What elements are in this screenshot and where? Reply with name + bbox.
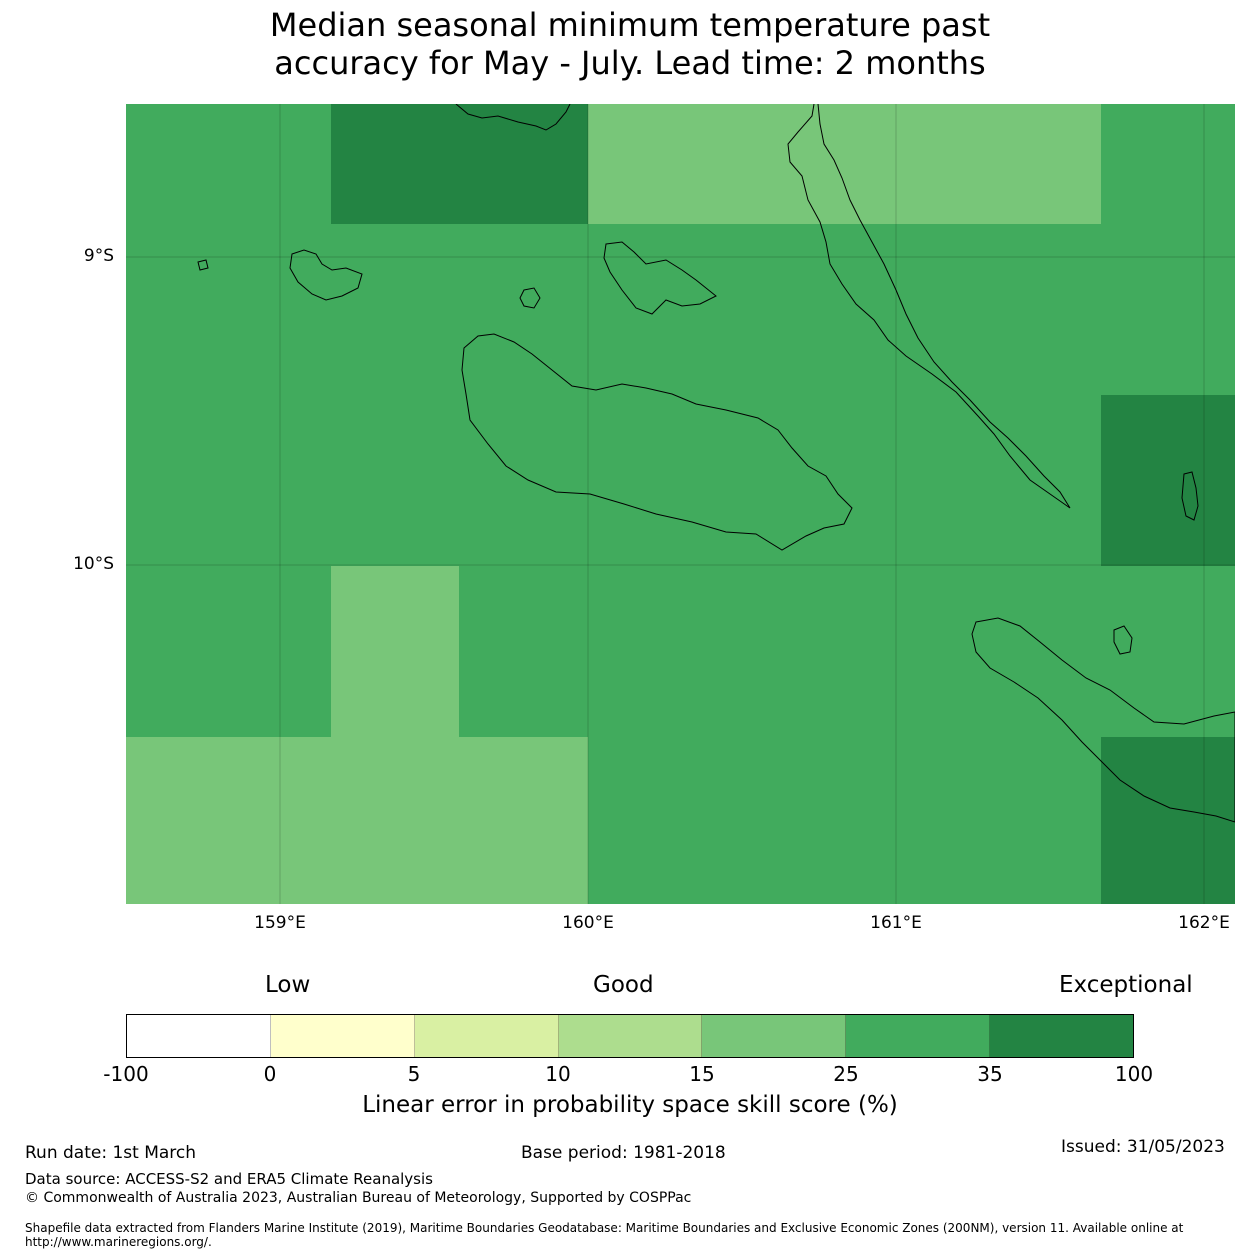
tick-15: 15 [689, 1062, 715, 1086]
title-line-1: Median seasonal minimum temperature past [269, 6, 991, 44]
skill-cell [459, 566, 589, 738]
map-title: Median seasonal minimum temperature past… [0, 6, 1260, 82]
skill-cell [844, 104, 1102, 225]
coast-small-islet-west [197, 259, 209, 271]
legend-category-exceptional: Exceptional [1059, 972, 1193, 998]
colorbar-segment [270, 1015, 415, 1057]
skill-cell [1101, 737, 1235, 904]
skill-grid [126, 104, 1235, 904]
skill-cell [126, 566, 332, 738]
skill-cell [331, 566, 460, 738]
lat-label-9s: 9°S [83, 246, 114, 266]
base-period: Base period: 1981-2018 [521, 1143, 726, 1163]
coast-islet-east [1181, 471, 1199, 521]
skill-cell [844, 566, 1102, 738]
tick-5: 5 [407, 1062, 421, 1086]
issued-date: Issued: 31/05/2023 [1061, 1137, 1225, 1157]
lon-label-159e: 159°E [254, 913, 306, 933]
tick-10: 10 [545, 1062, 571, 1086]
lat-label-10s: 10°S [73, 554, 114, 574]
tick-100: 100 [1114, 1062, 1154, 1086]
skill-cell [331, 737, 460, 904]
skill-cell [844, 395, 1102, 567]
skill-cell [1101, 224, 1235, 396]
skill-cell [588, 395, 845, 567]
legend-category-low: Low [265, 972, 311, 998]
colorbar-segment [558, 1015, 703, 1057]
legend-category-good: Good [593, 972, 654, 998]
skill-cell [588, 224, 845, 396]
skill-cell [588, 737, 845, 904]
skill-cell [126, 224, 332, 396]
coast-savo [519, 287, 541, 309]
skill-cell [1101, 566, 1235, 738]
lon-label-160e: 160°E [562, 913, 614, 933]
skill-cell [126, 737, 332, 904]
coast-russell-islands [289, 249, 363, 301]
skill-cell [459, 395, 589, 567]
title-line-2: accuracy for May - July. Lead time: 2 mo… [274, 44, 986, 82]
lon-label-162e: 162°E [1178, 913, 1230, 933]
colorbar-segment [702, 1015, 847, 1057]
colorbar-label: Linear error in probability space skill … [362, 1092, 898, 1118]
skill-cell [588, 104, 845, 225]
skill-cell [331, 395, 460, 567]
skill-cell [459, 737, 589, 904]
graticule [126, 104, 1235, 904]
coast-guadalcanal [461, 333, 853, 551]
colorbar-segment [846, 1015, 991, 1057]
lon-label-161e: 161°E [870, 913, 922, 933]
tick-0: 0 [263, 1062, 277, 1086]
coast-santa-isabel [787, 104, 1071, 509]
shapefile-credit: Shapefile data extracted from Flanders M… [25, 1221, 1184, 1249]
tick-25: 25 [833, 1062, 859, 1086]
tick-minus-100: -100 [103, 1062, 149, 1086]
coast-islet-north [455, 104, 571, 131]
tick-35: 35 [977, 1062, 1003, 1086]
run-date: Run date: 1st March [25, 1143, 197, 1163]
colorbar [126, 1014, 1134, 1058]
skill-cell [1101, 395, 1235, 567]
coast-florida-islands [603, 241, 717, 315]
skill-cell [844, 224, 1102, 396]
skill-map [126, 104, 1235, 904]
coast-ugi [1113, 625, 1133, 655]
colorbar-segment [127, 1015, 271, 1057]
skill-cell [126, 104, 332, 225]
skill-cell [459, 224, 589, 396]
skill-cell [331, 224, 460, 396]
colorbar-segment [990, 1015, 1134, 1057]
skill-cell [1101, 104, 1235, 225]
data-source: Data source: ACCESS-S2 and ERA5 Climate … [25, 1170, 433, 1188]
skill-cell [459, 104, 589, 225]
colorbar-segment [414, 1015, 559, 1057]
coast-makira [971, 617, 1235, 823]
skill-cell [331, 104, 460, 225]
map-svg [126, 104, 1235, 904]
skill-cell [126, 395, 332, 567]
copyright: © Commonwealth of Australia 2023, Austra… [25, 1190, 692, 1206]
skill-cell [844, 737, 1102, 904]
coastlines [197, 104, 1235, 823]
skill-cell [588, 566, 845, 738]
